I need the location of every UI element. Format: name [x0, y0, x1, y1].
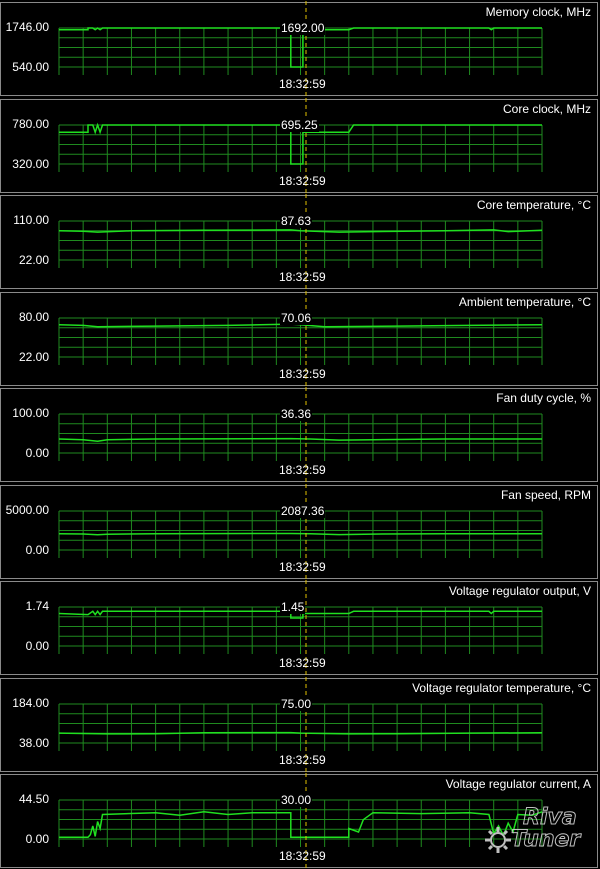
graph-panel-fan-speed[interactable]: Fan speed, RPM 5000.00 0.00 2087.36 18:32:59 — [0, 484, 598, 582]
graph-plot — [58, 1, 543, 99]
graph-title: Ambient temperature, °C — [458, 295, 591, 309]
graph-plot — [58, 387, 543, 485]
graph-trace — [58, 532, 542, 536]
graph-panel-voltage-regulator-current[interactable]: Voltage regulator current, A 44.50 0.00 30.… — [0, 773, 598, 869]
graph-panel-voltage-regulator-temperature[interactable]: Voltage regulator temperature, °C 184.00 3… — [0, 677, 598, 775]
graph-plot — [58, 98, 543, 196]
current-value-label: 75.00 — [280, 697, 313, 711]
cursor-time-label: 18:32:59 — [279, 560, 326, 574]
graph-title: Fan speed, RPM — [500, 488, 591, 502]
y-axis-max-label: 110.00 — [13, 213, 49, 227]
current-value-label: 30.00 — [280, 793, 313, 807]
graph-title: Memory clock, MHz — [485, 5, 591, 19]
current-value-label: 1.45 — [280, 600, 306, 614]
logo-text-bottom: Tuner — [510, 827, 581, 853]
cursor-time-label: 18:32:59 — [279, 77, 326, 91]
y-axis-min-label: 22.00 — [18, 253, 49, 267]
y-axis-min-label: 0.00 — [25, 832, 49, 846]
graph-title: Voltage regulator current, A — [445, 777, 591, 791]
graph-grid — [58, 703, 543, 751]
y-axis-min-label: 0.00 — [25, 639, 49, 653]
current-value-label: 2087.36 — [280, 504, 326, 518]
cursor-time-label: 18:32:59 — [279, 367, 326, 381]
graph-title: Voltage regulator output, V — [448, 584, 591, 598]
graph-grid — [58, 606, 543, 654]
y-axis-max-label: 780.00 — [12, 117, 49, 131]
graph-panel-voltage-regulator-output[interactable]: Voltage regulator output, V 1.74 0.00 1.45 1… — [0, 580, 598, 678]
cursor-time-label: 18:32:59 — [279, 656, 326, 670]
logo-text-top: Riva — [523, 805, 578, 831]
y-axis-min-label: 22.00 — [18, 350, 49, 364]
y-axis-min-label: 0.00 — [25, 446, 49, 460]
graph-trace — [58, 610, 542, 619]
graph-title: Voltage regulator temperature, °C — [412, 681, 591, 695]
cursor-time-label: 18:32:59 — [279, 463, 326, 477]
graph-grid — [58, 413, 543, 461]
graph-trace — [59, 27, 542, 68]
y-axis-max-label: 1.74 — [25, 599, 49, 613]
graph-panel-core-temperature[interactable]: Core temperature, °C 110.00 22.00 87.63 18:3… — [0, 194, 598, 292]
rivatuner-logo: Riva Tuner — [483, 803, 593, 859]
y-axis-max-label: 184.00 — [12, 696, 49, 710]
graph-panel-memory-clock[interactable]: Memory clock, MHz 1746.00 540.00 1692.00 18:… — [0, 1, 598, 99]
graph-plot — [58, 291, 543, 389]
y-axis-max-label: 80.00 — [18, 310, 49, 324]
graph-trace — [58, 437, 542, 443]
graph-trace — [58, 731, 543, 735]
graph-panel-fan-duty-cycle[interactable]: Fan duty cycle, % 100.00 0.00 36.36 18:32:59 — [0, 387, 598, 485]
current-value-label: 87.63 — [280, 214, 313, 228]
y-axis-min-label: 320.00 — [12, 157, 49, 171]
graph-title: Fan duty cycle, % — [496, 391, 591, 405]
current-value-label: 1692.00 — [280, 21, 326, 35]
graph-panel-core-clock[interactable]: Core clock, MHz 780.00 320.00 695.25 18:32:5… — [0, 98, 598, 196]
graph-trace — [59, 122, 542, 165]
cursor-time-label: 18:32:59 — [279, 174, 326, 188]
y-axis-max-label: 5000.00 — [5, 503, 49, 517]
y-axis-max-label: 1746.00 — [5, 20, 49, 34]
cursor-time-label: 18:32:59 — [279, 753, 326, 767]
y-axis-min-label: 38.00 — [18, 736, 49, 750]
y-axis-min-label: 540.00 — [12, 60, 49, 74]
graph-plot — [58, 194, 543, 292]
gear-icon — [485, 827, 511, 853]
current-value-label: 695.25 — [280, 118, 319, 132]
graph-grid — [58, 124, 543, 172]
y-axis-min-label: 0.00 — [25, 543, 49, 557]
graph-grid — [58, 27, 543, 75]
cursor-time-label: 18:32:59 — [279, 849, 326, 863]
graph-title: Core clock, MHz — [502, 102, 591, 116]
y-axis-max-label: 44.50 — [18, 792, 49, 806]
graph-plot — [58, 677, 543, 775]
graph-title: Core temperature, °C — [476, 198, 591, 212]
cursor-time-label: 18:32:59 — [279, 270, 326, 284]
graph-grid — [58, 220, 543, 268]
graph-panel-ambient-temperature[interactable]: Ambient temperature, °C 80.00 22.00 70.06 18… — [0, 291, 598, 389]
current-value-label: 36.36 — [280, 407, 313, 421]
y-axis-max-label: 100.00 — [12, 406, 49, 420]
graph-grid — [58, 799, 543, 847]
current-value-label: 70.06 — [280, 311, 313, 325]
graph-trace — [58, 229, 543, 233]
